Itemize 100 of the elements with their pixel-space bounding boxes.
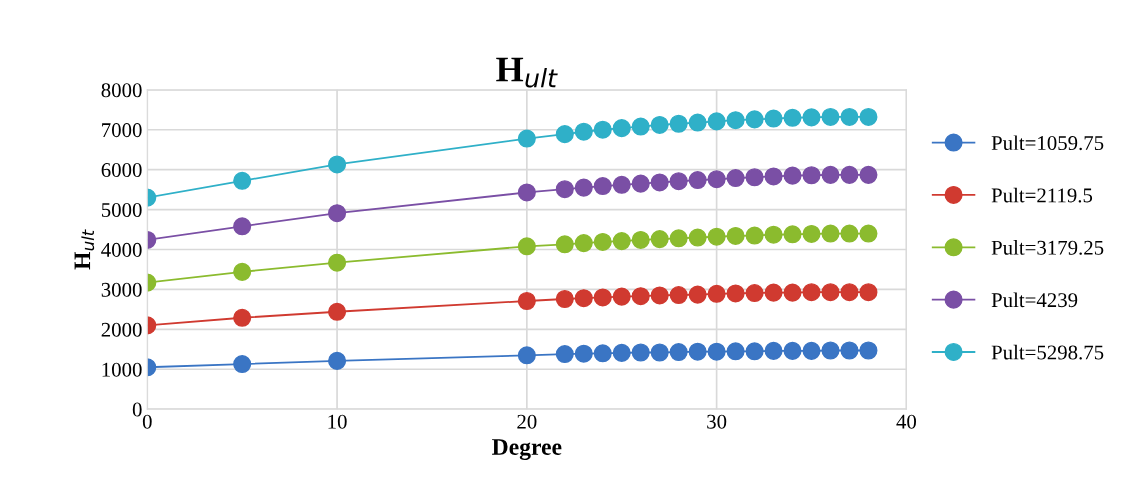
point <box>802 108 821 127</box>
x-tick-label: 30 <box>707 414 727 429</box>
point <box>840 224 859 243</box>
point <box>612 287 631 306</box>
point <box>631 343 650 362</box>
point <box>328 351 347 370</box>
point <box>593 176 612 196</box>
y-tick-label: 2000 <box>101 322 142 337</box>
point <box>688 342 707 361</box>
point <box>802 283 821 302</box>
y-tick-label: 4000 <box>101 242 142 257</box>
point <box>631 174 650 193</box>
point <box>783 283 802 302</box>
point <box>612 119 631 138</box>
point <box>859 165 878 184</box>
point <box>631 287 650 306</box>
point <box>764 109 783 128</box>
point <box>650 343 669 362</box>
chart-title: H$_{ult}$ <box>496 57 558 88</box>
point <box>802 341 821 360</box>
y-tick-label: 0 <box>132 402 142 417</box>
y-axis-title: H$_{ult}$ <box>74 229 95 270</box>
point <box>707 284 726 303</box>
y-tick-label: 3000 <box>101 282 142 297</box>
point <box>745 226 764 245</box>
point <box>574 234 593 253</box>
point <box>821 224 840 243</box>
legend-label: Pult=5298.75 <box>991 344 1104 360</box>
point <box>517 183 536 202</box>
point <box>631 117 650 136</box>
point <box>328 253 347 272</box>
point <box>233 171 252 190</box>
point <box>821 341 840 360</box>
point <box>726 284 745 303</box>
point <box>650 286 669 305</box>
y-tick-label: 8000 <box>101 83 142 98</box>
point <box>688 228 707 247</box>
point <box>593 344 612 363</box>
point <box>574 344 593 363</box>
point <box>669 343 688 362</box>
point <box>707 342 726 361</box>
legend-label: Pult=3179.25 <box>991 240 1104 255</box>
point <box>726 169 745 188</box>
point <box>650 230 669 249</box>
point <box>764 225 783 244</box>
point <box>593 288 612 307</box>
point <box>650 173 669 192</box>
point <box>669 229 688 248</box>
point <box>840 283 859 302</box>
point <box>859 224 878 243</box>
point <box>745 168 764 187</box>
x-tick-label: 0 <box>142 414 152 429</box>
x-tick-label: 40 <box>896 414 917 429</box>
point <box>612 175 631 194</box>
point <box>783 166 802 185</box>
point <box>328 204 347 223</box>
x-tick-label: 10 <box>328 414 347 429</box>
point <box>517 346 536 365</box>
point <box>669 172 688 191</box>
point <box>783 341 802 360</box>
point <box>688 285 707 304</box>
point <box>631 230 650 249</box>
point <box>328 155 347 174</box>
point <box>612 343 631 362</box>
point <box>574 178 593 197</box>
point <box>821 165 840 184</box>
point <box>555 235 574 254</box>
point <box>802 224 821 243</box>
point <box>555 125 574 144</box>
point <box>328 302 347 321</box>
point <box>726 111 745 130</box>
point <box>726 342 745 361</box>
point <box>593 120 612 139</box>
point <box>745 342 764 361</box>
x-tick-label: 20 <box>517 414 537 429</box>
point <box>233 355 252 374</box>
point <box>821 283 840 302</box>
point <box>859 283 878 302</box>
point <box>707 227 726 246</box>
point <box>840 165 859 184</box>
point <box>707 112 726 131</box>
y-tick-label: 5000 <box>101 202 142 218</box>
point <box>233 262 252 281</box>
point <box>688 113 707 132</box>
point <box>574 289 593 308</box>
point <box>574 122 593 141</box>
y-tick-label: 6000 <box>101 163 142 178</box>
point <box>764 341 783 360</box>
point <box>764 167 783 186</box>
point <box>840 341 859 360</box>
point <box>517 237 536 256</box>
point <box>612 232 631 251</box>
point <box>517 291 536 311</box>
point <box>593 232 612 251</box>
y-tick-label: 1000 <box>102 362 142 377</box>
point <box>783 108 802 127</box>
point <box>859 341 878 360</box>
point <box>707 170 726 189</box>
point <box>802 166 821 185</box>
point <box>745 283 764 303</box>
